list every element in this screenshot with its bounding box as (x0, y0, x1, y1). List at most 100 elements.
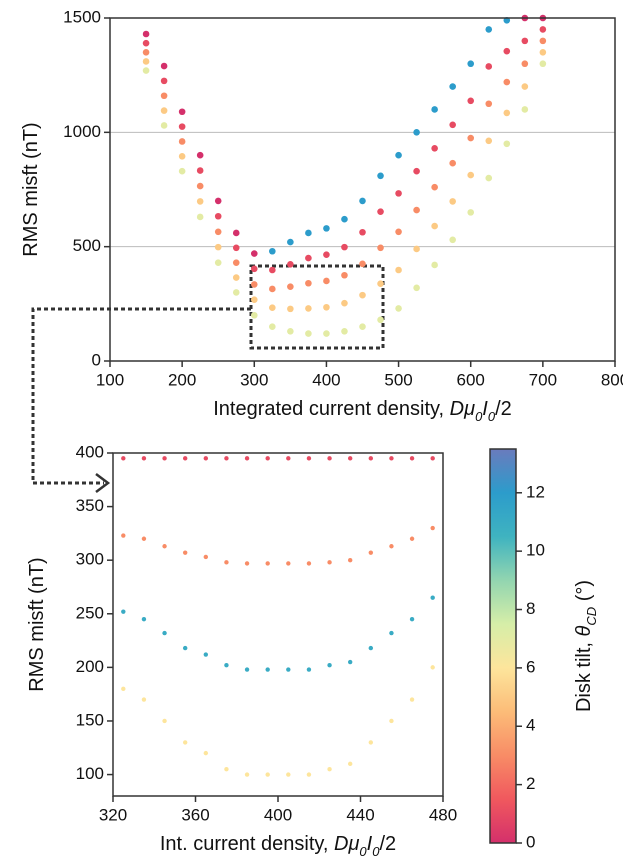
point (214, 243, 222, 251)
point (232, 274, 240, 281)
point (160, 122, 168, 129)
y-tick-label: 100 (76, 764, 104, 783)
point (409, 697, 415, 702)
point (347, 557, 353, 563)
point (539, 60, 547, 68)
point (413, 206, 420, 214)
point (327, 560, 332, 565)
point (431, 222, 438, 230)
point (485, 63, 493, 70)
x-axis-label-part: 0 (475, 409, 483, 424)
colorbar-label-part: Disk tilt, (573, 636, 595, 712)
point (286, 667, 291, 672)
point (521, 60, 529, 68)
point (160, 92, 168, 100)
point (368, 550, 374, 555)
x-tick-label: 320 (99, 805, 127, 824)
point (377, 244, 384, 252)
point (178, 108, 186, 116)
point (214, 212, 222, 220)
point (224, 456, 229, 461)
y-tick-label: 1500 (63, 7, 101, 26)
point (413, 245, 420, 253)
point (287, 238, 294, 246)
point (327, 456, 332, 461)
point (377, 316, 384, 324)
colorbar-tick-label: 6 (526, 657, 535, 676)
point (395, 190, 402, 197)
x-axis-label-part: /2 (495, 398, 512, 420)
y-tick-label: 300 (76, 550, 104, 569)
point (431, 145, 438, 152)
point (160, 77, 168, 85)
colorbar-label-part: CD (584, 607, 599, 626)
point (250, 281, 258, 288)
colorbar-tick-label: 4 (526, 716, 535, 735)
y-tick-label: 0 (92, 350, 101, 369)
point (409, 536, 415, 541)
point (162, 456, 167, 461)
point (467, 209, 475, 216)
x-axis-label-part: I (367, 833, 373, 855)
point (141, 536, 147, 541)
point (178, 123, 186, 130)
point (395, 266, 402, 274)
point (539, 26, 547, 33)
point (449, 198, 456, 205)
point (539, 49, 547, 56)
colorbar-tick-label: 2 (526, 774, 535, 793)
point (359, 197, 366, 205)
point (214, 197, 222, 205)
x-tick-label: 440 (346, 805, 374, 824)
point (287, 260, 294, 268)
point (430, 525, 435, 531)
point (305, 305, 312, 312)
point (306, 772, 312, 777)
colorbar-tick-label: 8 (526, 599, 535, 618)
point (141, 697, 147, 702)
point (359, 323, 366, 331)
point (269, 285, 276, 293)
point (341, 299, 348, 307)
point (305, 229, 312, 237)
y-tick-label: 350 (76, 496, 104, 515)
point (341, 327, 348, 335)
point (269, 304, 276, 312)
y-tick-label: 400 (76, 442, 104, 461)
point (323, 277, 330, 285)
point (485, 100, 493, 108)
x-tick-label: 800 (601, 370, 623, 389)
plot-frame (112, 452, 444, 797)
point (232, 259, 240, 266)
y-axis-label: RMS misft (nT) (20, 122, 42, 256)
x-axis-label-part: Dμ (334, 833, 359, 855)
zoom-arrow (95, 473, 111, 493)
x-axis-label-part: Integrated current density, (213, 398, 449, 420)
point (347, 659, 353, 665)
point (389, 544, 394, 549)
x-tick-label: 600 (457, 370, 485, 389)
x-tick-label: 700 (529, 370, 557, 389)
point (196, 198, 204, 205)
x-tick-label: 400 (312, 370, 340, 389)
point (178, 138, 186, 145)
point (121, 456, 126, 461)
point (142, 49, 150, 56)
x-axis-label-part: /2 (379, 833, 396, 855)
y-axis-label-part: RMS misft (nT) (20, 122, 42, 256)
point (160, 62, 168, 70)
point (121, 686, 126, 692)
point (359, 291, 366, 299)
point (467, 134, 475, 142)
point (430, 665, 435, 670)
x-axis-label-part: 0 (359, 844, 367, 858)
x-tick-label: 500 (384, 370, 412, 389)
point (214, 259, 222, 266)
point (395, 151, 402, 159)
point (521, 37, 529, 45)
point (305, 330, 312, 337)
colorbar-tick-label: 10 (526, 541, 545, 560)
point (485, 174, 493, 182)
zoom-box (249, 264, 385, 350)
